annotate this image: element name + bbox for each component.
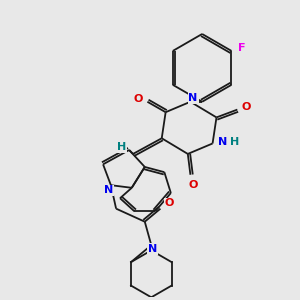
Text: O: O: [134, 94, 143, 104]
Text: N: N: [218, 137, 228, 147]
Text: H: H: [230, 137, 239, 147]
Text: O: O: [242, 102, 251, 112]
Text: H: H: [117, 142, 126, 152]
Text: F: F: [238, 43, 246, 53]
Text: N: N: [104, 185, 113, 195]
Text: O: O: [188, 180, 198, 190]
Text: N: N: [148, 244, 157, 254]
Text: O: O: [165, 198, 174, 208]
Text: N: N: [188, 93, 198, 103]
